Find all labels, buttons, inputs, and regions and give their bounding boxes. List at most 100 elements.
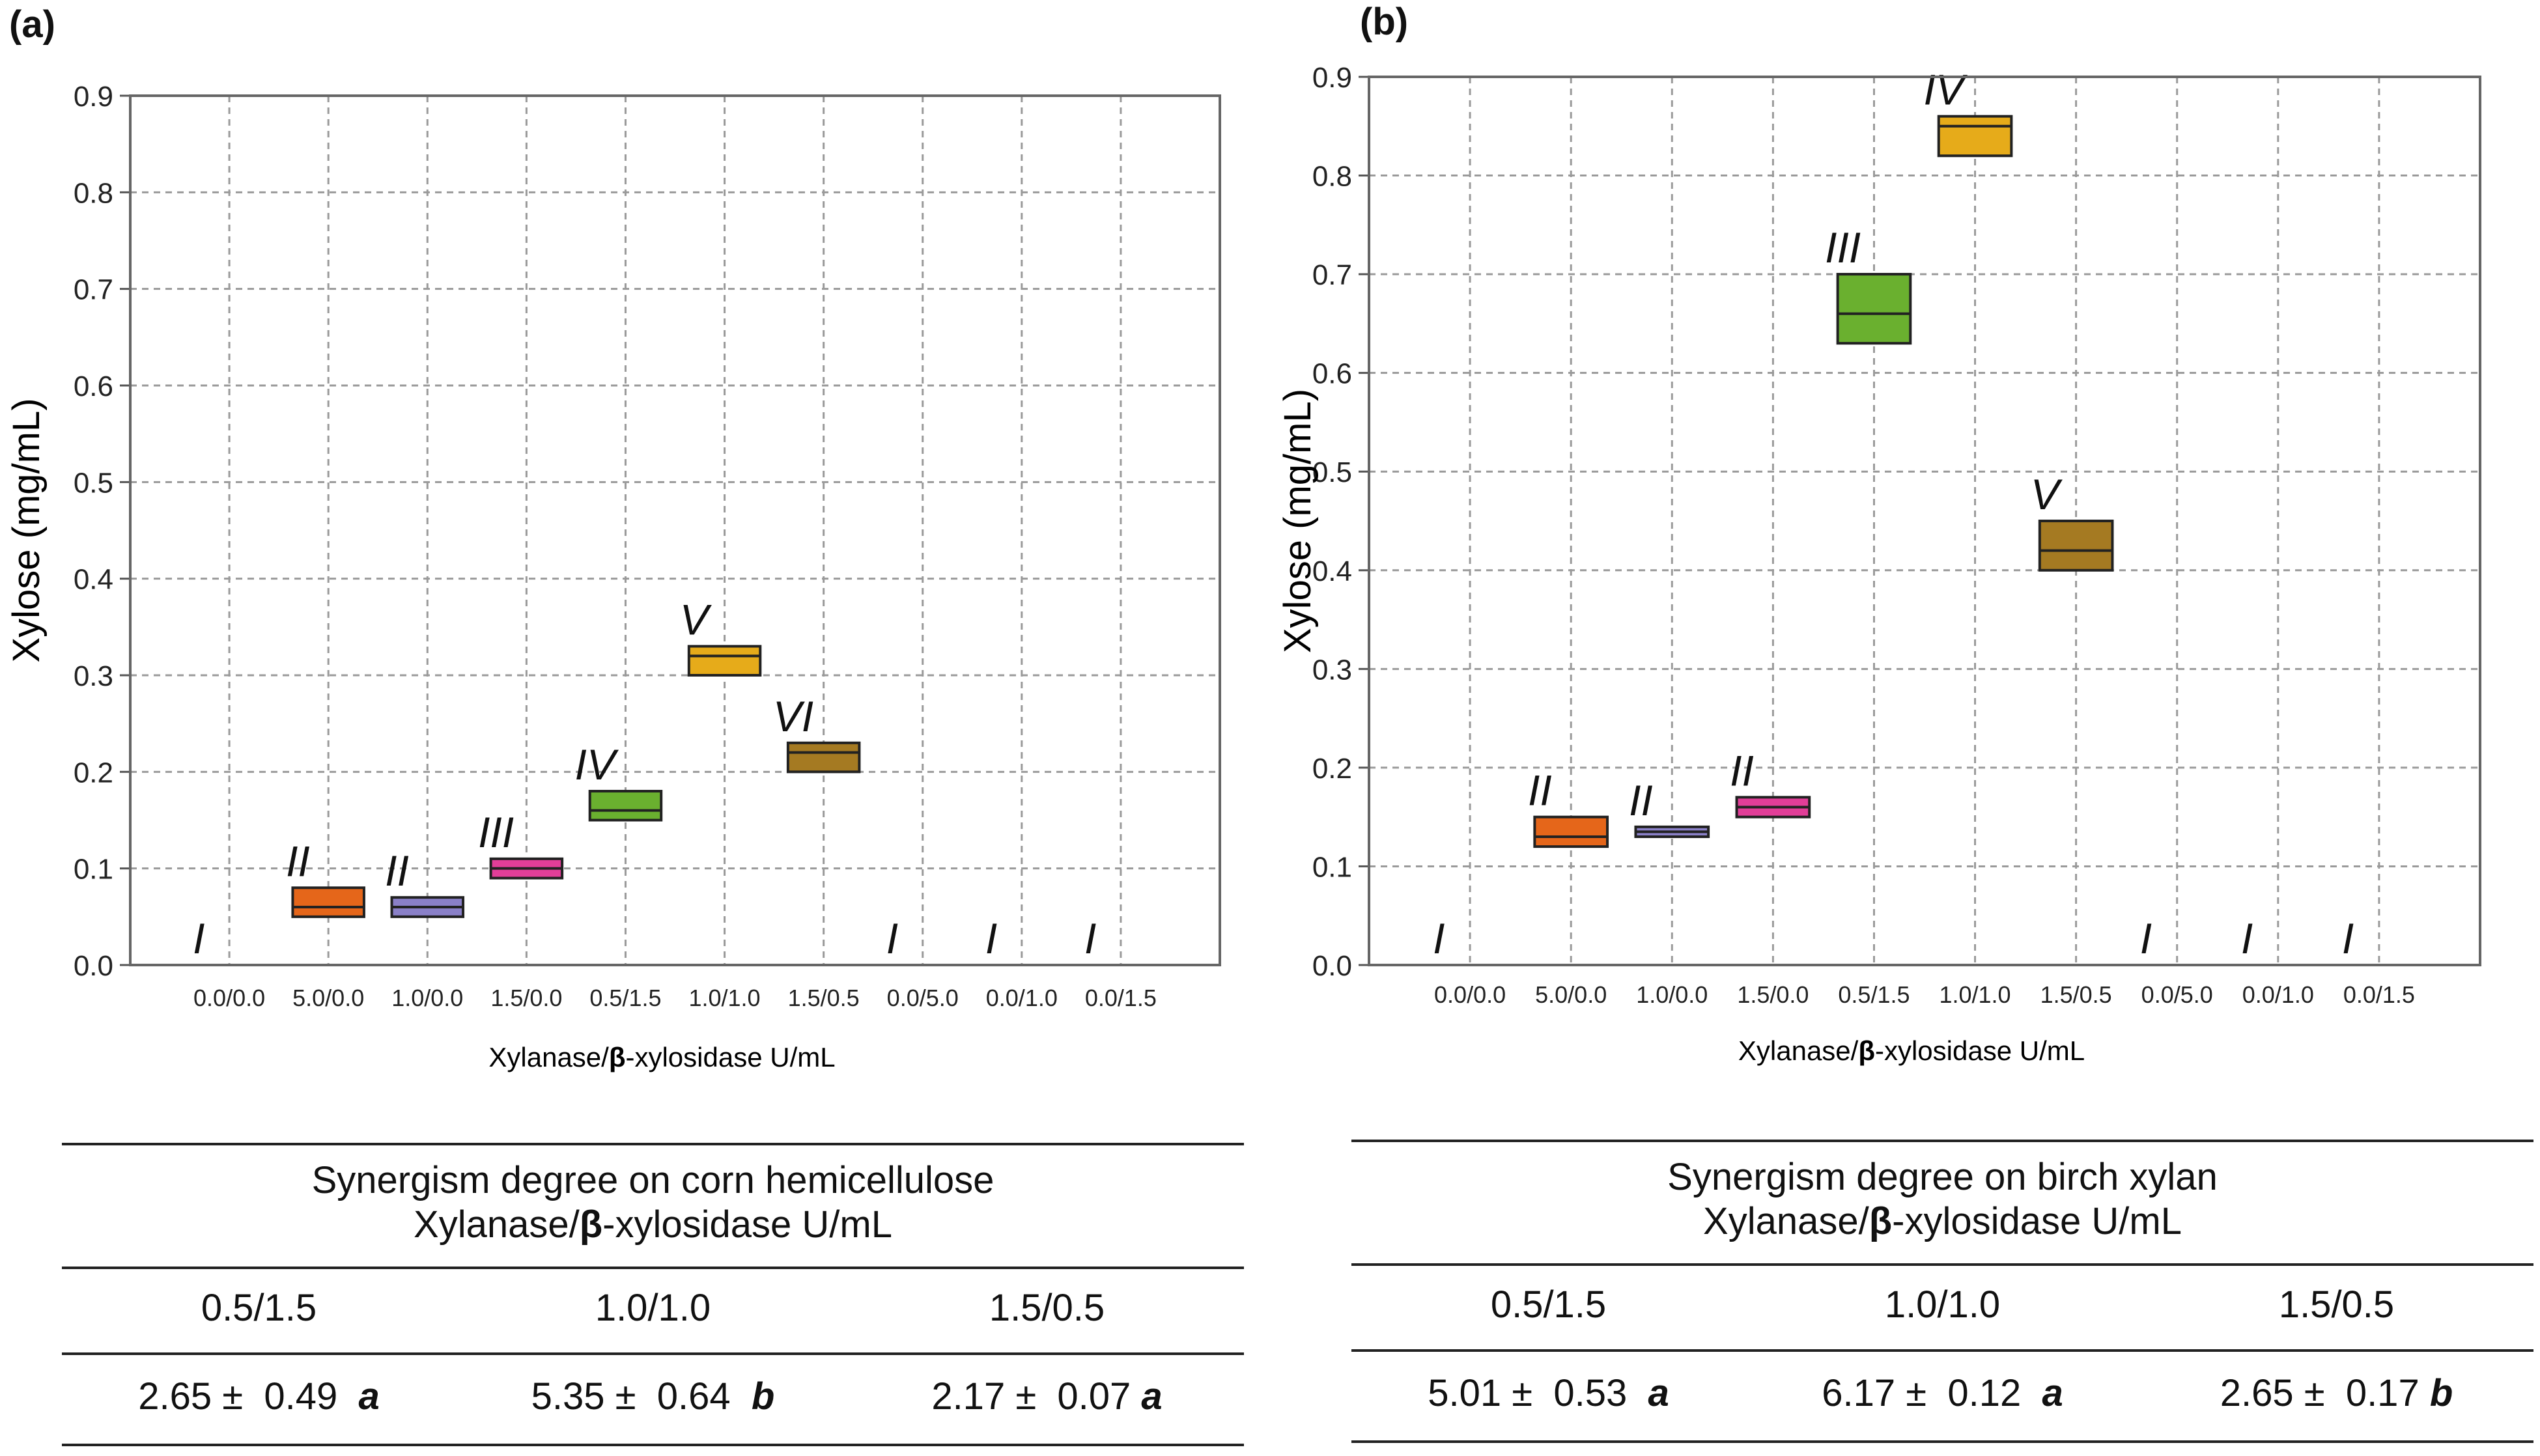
x-tick-label: 1.5/0.5: [2040, 981, 2112, 1008]
y-tick-label: 0.9: [74, 81, 113, 113]
group-letter-label: II: [1528, 766, 1552, 815]
synergism-table-corn: Synergism degree on corn hemicellulose X…: [62, 1143, 1244, 1449]
y-tick-label: 0.3: [1312, 654, 1352, 686]
table-subtitle: Xylanase/β-xylosidase U/mL: [1703, 1200, 2182, 1242]
x-tick-label: 1.0/0.0: [391, 985, 463, 1011]
y-axis-label: Xylose (mg/mL): [1277, 389, 1319, 653]
group-letter-label: VI: [773, 692, 813, 740]
group-letter-label: I: [1084, 914, 1096, 962]
table-rule-bottom: [1351, 1440, 2533, 1443]
table-rule-bottom: [62, 1444, 1244, 1446]
group-letter-label: II: [1730, 746, 1754, 794]
y-tick-label: 0.0: [1312, 950, 1352, 982]
y-tick-label: 0.5: [1312, 456, 1352, 488]
group-letter-label: I: [2140, 914, 2152, 962]
panel-label-a: (a): [9, 3, 55, 46]
y-tick-label: 0.1: [1312, 851, 1352, 883]
x-tick-label: 1.0/1.0: [688, 985, 760, 1011]
x-tick-label: 1.5/0.5: [788, 985, 860, 1011]
x-tick-label: 1.0/0.0: [1636, 981, 1708, 1008]
x-tick-label: 0.0/1.0: [986, 985, 1058, 1011]
box-iqr: [1836, 273, 1912, 345]
plot-frame: [1368, 76, 2481, 966]
box-iqr: [1533, 815, 1609, 848]
table-rule-mid2: [1351, 1349, 2533, 1352]
y-tick-label: 0.5: [74, 467, 113, 499]
table-value-cell: 5.35 ± 0.64 b: [531, 1375, 775, 1418]
box-iqr: [2038, 520, 2114, 572]
table-header-cell: 0.5/1.5: [201, 1287, 317, 1329]
x-tick-label: 1.0/1.0: [1939, 981, 2011, 1008]
group-letter-label: I: [193, 914, 205, 962]
x-tick-label: 0.0/1.5: [1085, 985, 1157, 1011]
chart-b: 0.0 0.1 0.2 0.3 0.4 0.5 0.6 0.7 0.8 0.9 0.0/0.0 5.0…: [1277, 62, 2481, 1066]
table-header-cell: 1.5/0.5: [989, 1287, 1105, 1329]
y-tick-label: 0.2: [1312, 753, 1352, 785]
group-letter-label: II: [286, 837, 310, 885]
x-tick-label: 0.0/1.0: [2242, 981, 2314, 1008]
table-value-cell: 2.65 ± 0.49 a: [138, 1375, 380, 1418]
x-tick-label: 0.0/0.0: [193, 985, 265, 1011]
y-tick-label: 0.1: [74, 854, 113, 886]
table-value-cell: 6.17 ± 0.12 a: [1822, 1372, 2063, 1414]
y-tick-label: 0.3: [74, 660, 113, 692]
x-tick-label: 0.0/5.0: [2141, 981, 2213, 1008]
chart-a: 0.0 0.1 0.2 0.3 0.4 0.5 0.6 0.7 0.8 0.9 0.0/0.0 5.0…: [5, 81, 1221, 1072]
table-rule-mid2: [62, 1352, 1244, 1355]
box-iqr: [687, 645, 762, 677]
group-letter-label: I: [2342, 914, 2354, 962]
table-value-cell: 2.17 ± 0.07 a: [931, 1375, 1163, 1418]
table-header-cell: 1.0/1.0: [595, 1287, 711, 1329]
group-letter-label: I: [985, 914, 997, 962]
y-tick-label: 0.9: [1312, 62, 1352, 94]
x-axis-label: Xylanase/β-xylosidase U/mL: [1738, 1035, 2085, 1066]
y-axis-label: Xylose (mg/mL): [5, 398, 48, 662]
table-header-cell: 1.5/0.5: [2278, 1283, 2395, 1326]
table-rule-mid1: [62, 1267, 1244, 1269]
table-title: Synergism degree on birch xylan: [1667, 1156, 2218, 1198]
y-tick-label: 0.7: [74, 274, 113, 306]
group-letter-label: I: [886, 914, 898, 962]
synergism-table-birch: Synergism degree on birch xylan Xylanase…: [1351, 1140, 2533, 1446]
box-iqr: [786, 741, 861, 774]
y-tick-label: 0.8: [74, 177, 113, 209]
panel-label-b: (b): [1360, 1, 1409, 43]
box-iqr: [1937, 115, 2013, 158]
group-letter-label: II: [1629, 776, 1653, 824]
x-tick-label: 1.5/0.0: [1737, 981, 1809, 1008]
group-letter-label: V: [2031, 470, 2063, 518]
group-letter-label: IV: [575, 740, 619, 789]
y-tick-label: 0.7: [1312, 259, 1352, 291]
group-letter-label: I: [2241, 914, 2253, 962]
x-tick-label: 5.0/0.0: [292, 985, 364, 1011]
x-tick-label: 5.0/0.0: [1535, 981, 1607, 1008]
table-header-cell: 0.5/1.5: [1490, 1283, 1607, 1326]
y-tick-label: 0.0: [74, 950, 113, 982]
y-tick-label: 0.4: [1312, 555, 1352, 587]
plot-frame: [129, 94, 1221, 966]
table-title: Synergism degree on corn hemicellulose: [311, 1159, 995, 1201]
group-letter-label: V: [680, 596, 713, 644]
table-header-cell: 1.0/1.0: [1884, 1283, 2001, 1326]
y-tick-label: 0.8: [1312, 161, 1352, 193]
y-tick-label: 0.6: [1312, 358, 1352, 390]
table-rule-top: [62, 1143, 1244, 1145]
x-axis-label: Xylanase/β-xylosidase U/mL: [488, 1042, 835, 1072]
table-rule-mid1: [1351, 1263, 2533, 1266]
table-subtitle: Xylanase/β-xylosidase U/mL: [414, 1203, 892, 1246]
group-letter-label: I: [1433, 914, 1445, 962]
x-tick-label: 0.5/1.5: [589, 985, 661, 1011]
box-iqr: [291, 886, 365, 918]
group-letter-label: IV: [1924, 66, 1968, 114]
y-tick-label: 0.2: [74, 757, 113, 789]
x-tick-label: 1.5/0.0: [490, 985, 562, 1011]
y-tick-label: 0.4: [74, 564, 113, 596]
box-iqr: [588, 790, 663, 822]
table-value-cell: 5.01 ± 0.53 a: [1428, 1372, 1669, 1414]
x-tick-label: 0.0/1.5: [2343, 981, 2415, 1008]
table-value-cell: 2.65 ± 0.17 b: [2220, 1372, 2453, 1414]
group-letter-label: III: [478, 808, 514, 856]
x-tick-label: 0.0/0.0: [1434, 981, 1506, 1008]
table-rule-top: [1351, 1140, 2533, 1142]
group-letter-label: III: [1825, 223, 1861, 272]
